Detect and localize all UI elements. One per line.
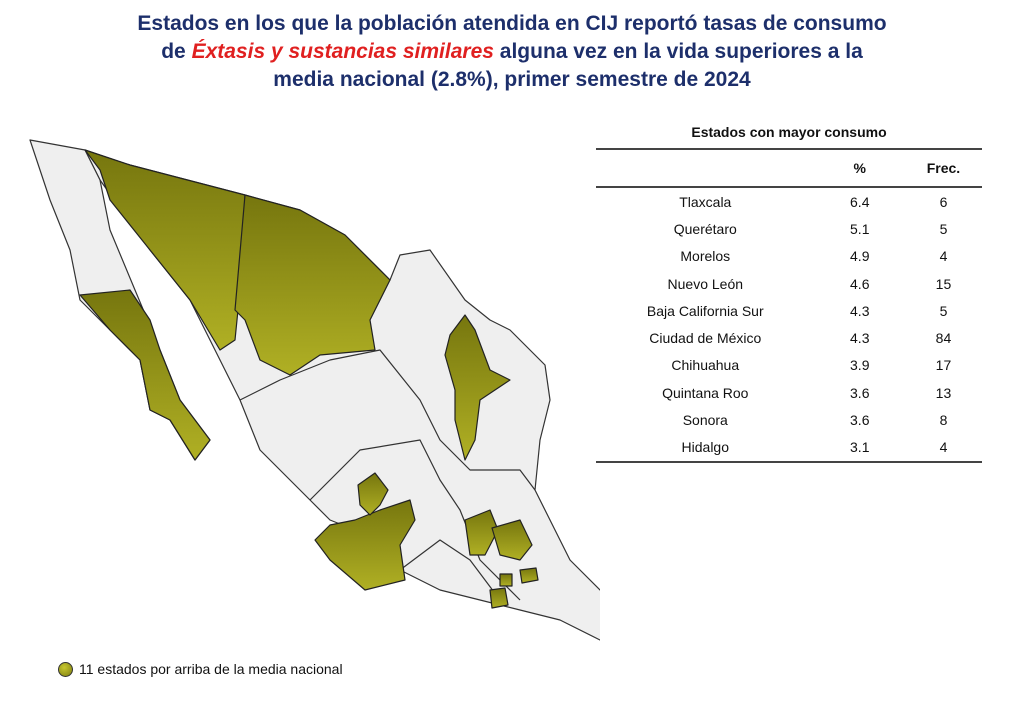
cell-percent: 3.6	[850, 384, 870, 401]
table-row: Morelos 4.9 4	[596, 243, 982, 270]
cell-state: Sonora	[682, 412, 728, 429]
cell-state: Baja California Sur	[646, 302, 764, 319]
chart-title: Estados en los que la población atendida…	[60, 10, 964, 94]
cell-state: Tlaxcala	[679, 193, 732, 210]
cell-percent: 3.6	[850, 412, 870, 429]
cell-frequency: 4	[939, 248, 948, 265]
cell-frequency: 4	[904, 433, 982, 463]
table-body: Tlaxcala 6.4 6 Querétaro 5.1 5 Morelos 4.9 4 Nuev…	[596, 187, 982, 463]
cell-frequency: 15	[935, 275, 952, 292]
table-header-row: % Frec.	[596, 148, 982, 188]
state-tlaxcala	[519, 567, 539, 584]
state-borders	[309, 439, 521, 601]
table-row: Querétaro 5.1 5	[596, 215, 982, 242]
top-states-table: % Frec. Tlaxcala 6.4 6 Querétaro 5.1 5 Morelos…	[596, 148, 982, 463]
table-row: Chihuahua 3.9 17	[596, 352, 982, 379]
table-row: Nuevo León 4.6 15	[596, 270, 982, 297]
state-hidalgo	[491, 519, 533, 561]
table-row: Ciudad de México 4.3 84	[596, 324, 982, 351]
cell-frequency: 17	[935, 357, 952, 374]
state-nuevo-leon	[444, 314, 511, 461]
cell-state: Morelos	[680, 248, 731, 265]
legend: 11 estados por arriba de la media nacion…	[58, 661, 343, 677]
cell-state: Hidalgo	[596, 433, 815, 463]
table-row: Sonora 3.6 8	[596, 406, 982, 433]
cell-percent: 4.6	[850, 275, 870, 292]
cell-frequency: 6	[939, 193, 948, 210]
table-row: Tlaxcala 6.4 6	[596, 187, 982, 215]
cell-percent: 3.1	[814, 433, 905, 463]
cell-state: Chihuahua	[671, 357, 740, 374]
state-morelos	[489, 587, 509, 609]
title-line-3: media nacional (2.8%), primer semestre d…	[273, 68, 751, 91]
state-jalisco	[314, 499, 416, 591]
cell-percent: 5.1	[850, 220, 870, 237]
legend-label: 11 estados por arriba de la media nacion…	[79, 661, 343, 677]
table-row: Hidalgo 3.1 4	[596, 433, 982, 463]
state-chihuahua	[234, 194, 391, 376]
state-sonora	[84, 149, 246, 351]
table-caption: Estados con mayor consumo	[691, 124, 887, 140]
state-baja-california-sur	[79, 289, 211, 461]
cell-percent: 4.3	[850, 302, 870, 319]
header-percent: %	[814, 148, 905, 188]
title-line-1: Estados en los que la población atendida…	[137, 12, 887, 35]
cell-state: Querétaro	[673, 220, 737, 237]
cell-frequency: 5	[939, 302, 948, 319]
state-borders	[239, 349, 536, 491]
cell-frequency: 5	[939, 220, 948, 237]
legend-circle-icon	[58, 661, 73, 677]
state-ciudad-de-mexico	[499, 573, 513, 587]
cell-state: Ciudad de México	[649, 330, 762, 347]
table-row: Baja California Sur 4.3 5	[596, 297, 982, 324]
substance-highlight: Éxtasis y sustancias similares	[191, 40, 494, 63]
title-text: de	[161, 40, 192, 63]
header-frequency: Frec.	[904, 148, 982, 188]
cell-percent: 4.3	[850, 330, 870, 347]
cell-frequency: 13	[935, 384, 952, 401]
header-state	[596, 148, 815, 188]
state-queretaro	[464, 509, 499, 556]
title-text: alguna vez en la vida superiores a la	[493, 40, 863, 63]
cell-state: Quintana Roo	[662, 384, 749, 401]
cell-percent: 4.9	[850, 248, 870, 265]
cell-percent: 6.4	[850, 193, 870, 210]
cell-state: Nuevo León	[667, 275, 744, 292]
table-row: Quintana Roo 3.6 13	[596, 379, 982, 406]
mexico-map	[29, 139, 600, 641]
state-borders	[399, 539, 501, 601]
unlisted-highlighted-state	[357, 472, 389, 516]
cell-percent: 3.9	[850, 357, 870, 374]
cell-frequency: 84	[935, 330, 952, 347]
cell-frequency: 8	[939, 412, 948, 429]
title-line-2: de Éxtasis y sustancias similares alguna…	[60, 38, 964, 66]
